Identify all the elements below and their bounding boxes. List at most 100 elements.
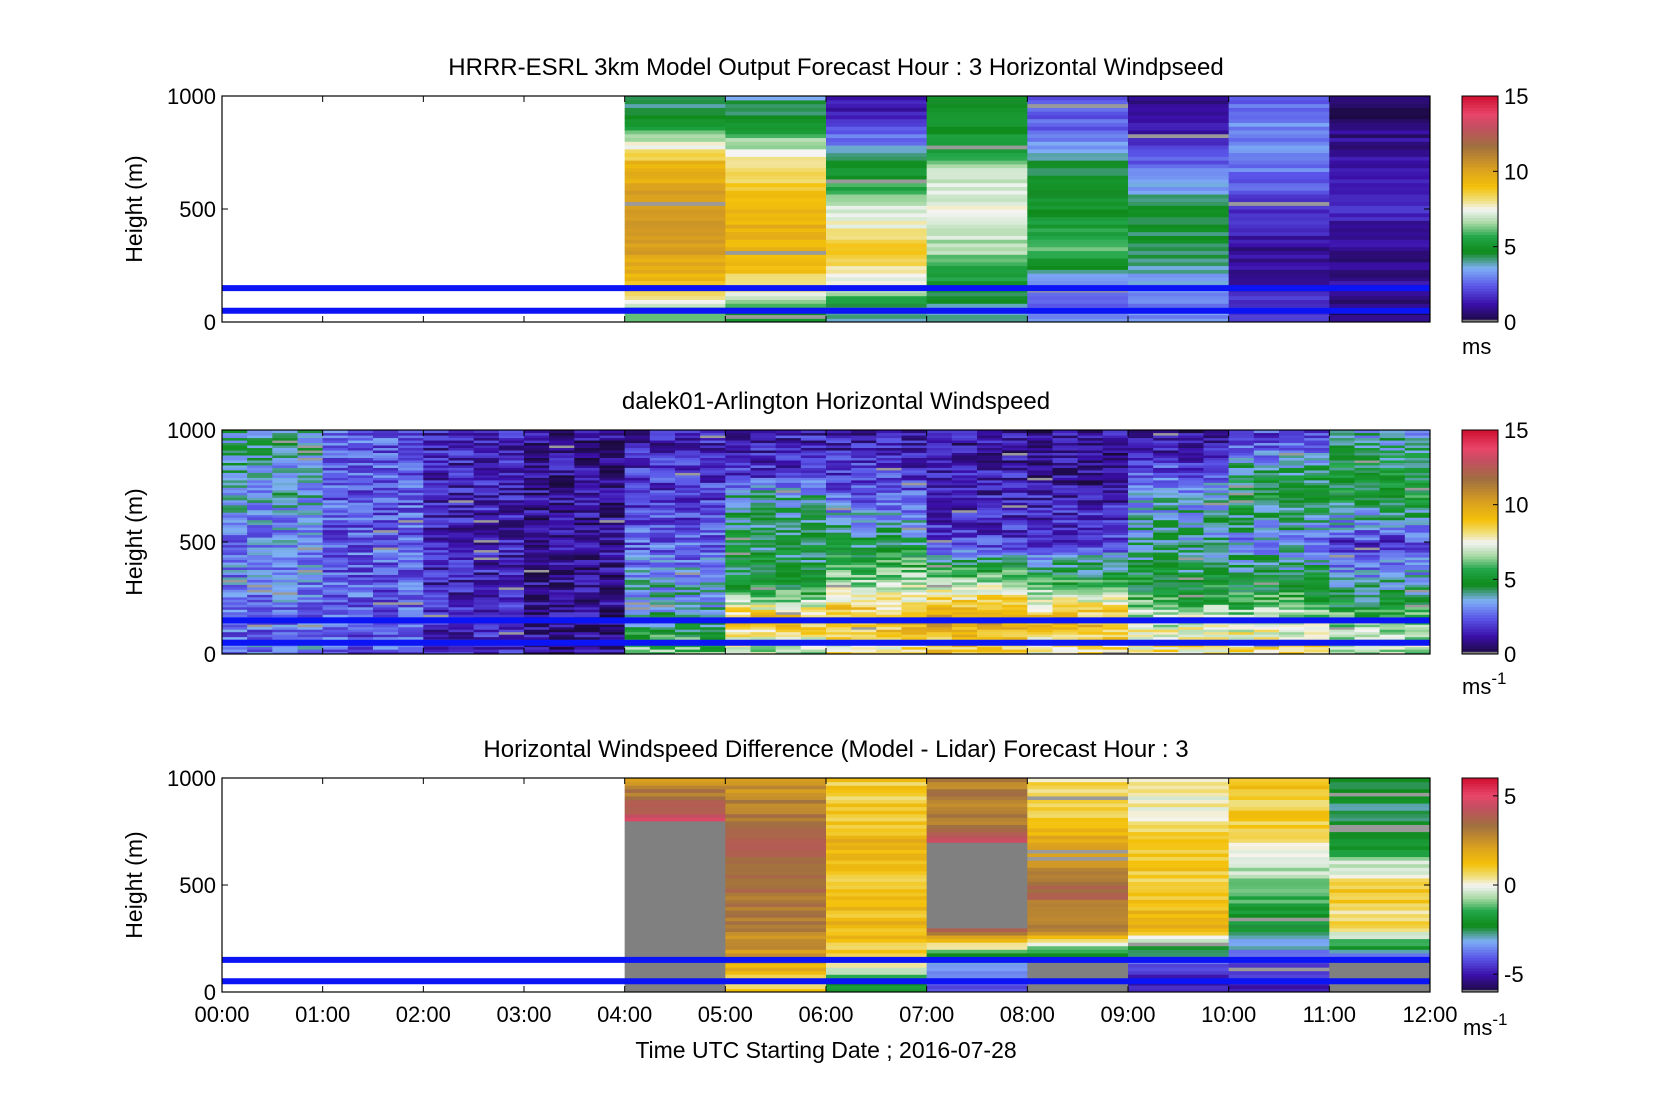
heatmap-cell — [977, 434, 1003, 439]
colorbar-segment — [1462, 307, 1498, 312]
heatmap-cell — [1329, 482, 1356, 486]
heatmap-cell — [297, 569, 324, 573]
heatmap-cell — [272, 449, 299, 453]
heatmap-cell — [1279, 651, 1305, 654]
heatmap-cell — [1052, 452, 1079, 456]
heatmap-cell — [775, 634, 802, 638]
heatmap-cell — [624, 242, 726, 248]
heatmap-cell — [800, 504, 827, 508]
heatmap-cell — [1304, 584, 1330, 588]
heatmap-cell — [1379, 499, 1406, 503]
heatmap-cell — [1027, 447, 1054, 451]
heatmap-cell — [1203, 606, 1230, 610]
colorbar-segment — [1462, 98, 1498, 103]
heatmap-cell — [725, 574, 752, 578]
heatmap-cell — [1228, 148, 1330, 154]
heatmap-cell — [1153, 454, 1179, 458]
heatmap-cell — [1253, 464, 1280, 468]
heatmap-cell — [498, 651, 525, 654]
heatmap-cell — [851, 507, 877, 511]
heatmap-cell — [775, 489, 802, 493]
heatmap-cell — [574, 452, 601, 456]
heatmap-cell — [1027, 604, 1054, 608]
heatmap-cell — [725, 651, 752, 654]
heatmap-cell — [1027, 464, 1054, 468]
heatmap-cell — [700, 509, 726, 513]
heatmap-cell — [1279, 626, 1305, 630]
heatmap-cell — [498, 586, 525, 590]
heatmap-cell — [347, 624, 374, 628]
heatmap-cell — [1279, 494, 1305, 498]
heatmap-cell — [977, 634, 1003, 638]
heatmap-cell — [347, 497, 374, 501]
heatmap-cell — [1153, 507, 1179, 511]
heatmap-cell — [826, 581, 852, 585]
heatmap-cell — [901, 444, 928, 449]
heatmap-cell — [775, 546, 802, 551]
heatmap-cell — [1077, 499, 1104, 503]
heatmap-cell — [448, 489, 475, 493]
heatmap-cell — [1002, 467, 1028, 471]
heatmap-cell — [1404, 576, 1430, 580]
heatmap-cell — [247, 497, 273, 501]
heatmap-cell — [1128, 235, 1230, 240]
heatmap-cell — [1002, 454, 1028, 458]
colorbar-segment — [1462, 319, 1498, 323]
heatmap-cell — [1404, 504, 1430, 508]
heatmap-cell — [272, 542, 299, 546]
heatmap-cell — [1354, 447, 1381, 451]
heatmap-cell — [599, 636, 626, 640]
heatmap-cell — [247, 651, 273, 654]
heatmap-cell — [1027, 280, 1129, 285]
heatmap-cell — [826, 589, 852, 593]
heatmap-cell — [1253, 529, 1280, 533]
heatmap-cell — [1128, 111, 1230, 116]
heatmap-cell — [498, 542, 525, 546]
heatmap-cell — [398, 529, 424, 533]
heatmap-cell — [524, 561, 550, 565]
heatmap-cell — [1228, 182, 1330, 187]
heatmap-cell — [1153, 467, 1179, 471]
heatmap-cell — [1329, 209, 1430, 214]
heatmap-cell — [977, 442, 1003, 446]
heatmap-cell — [876, 464, 903, 468]
heatmap-cell — [700, 512, 726, 516]
heatmap-cell — [1203, 439, 1230, 444]
heatmap-cell — [347, 634, 374, 638]
heatmap-cell — [725, 566, 752, 570]
colorbar-frame — [1461, 95, 1499, 323]
heatmap-cell — [800, 646, 827, 650]
heatmap-cell — [1203, 464, 1230, 468]
heatmap-cell — [1253, 646, 1280, 650]
heatmap-cell — [1404, 586, 1430, 590]
heatmap-cell — [222, 467, 248, 471]
heatmap-cell — [826, 257, 928, 263]
heatmap-cell — [851, 556, 877, 561]
heatmap-cell — [1178, 479, 1205, 483]
heatmap-cell — [398, 594, 424, 598]
heatmap-cell — [1128, 571, 1154, 575]
heatmap-cell — [398, 509, 424, 513]
heatmap-cell — [1077, 464, 1104, 468]
heatmap-cell — [624, 502, 651, 506]
heatmap-cell — [851, 544, 877, 548]
heatmap-cell — [1128, 432, 1154, 436]
heatmap-cell — [297, 474, 324, 478]
heatmap-cell — [1128, 591, 1154, 595]
heatmap-cell — [297, 606, 324, 610]
heatmap-cell — [951, 629, 978, 633]
heatmap-cell — [926, 499, 953, 503]
heatmap-cell — [347, 564, 374, 568]
heatmap-cell — [926, 464, 953, 468]
heatmap-cell — [851, 624, 877, 628]
heatmap-cell — [951, 626, 978, 630]
heatmap-cell — [247, 554, 273, 558]
heatmap-cell — [272, 494, 299, 498]
heatmap-cell — [1027, 186, 1129, 191]
heatmap-cell — [1329, 250, 1430, 255]
heatmap-cell — [1279, 532, 1305, 536]
heatmap-cell — [222, 457, 248, 461]
heatmap-cell — [1052, 502, 1079, 506]
heatmap-cell — [750, 527, 777, 531]
heatmap-cell — [700, 539, 726, 543]
